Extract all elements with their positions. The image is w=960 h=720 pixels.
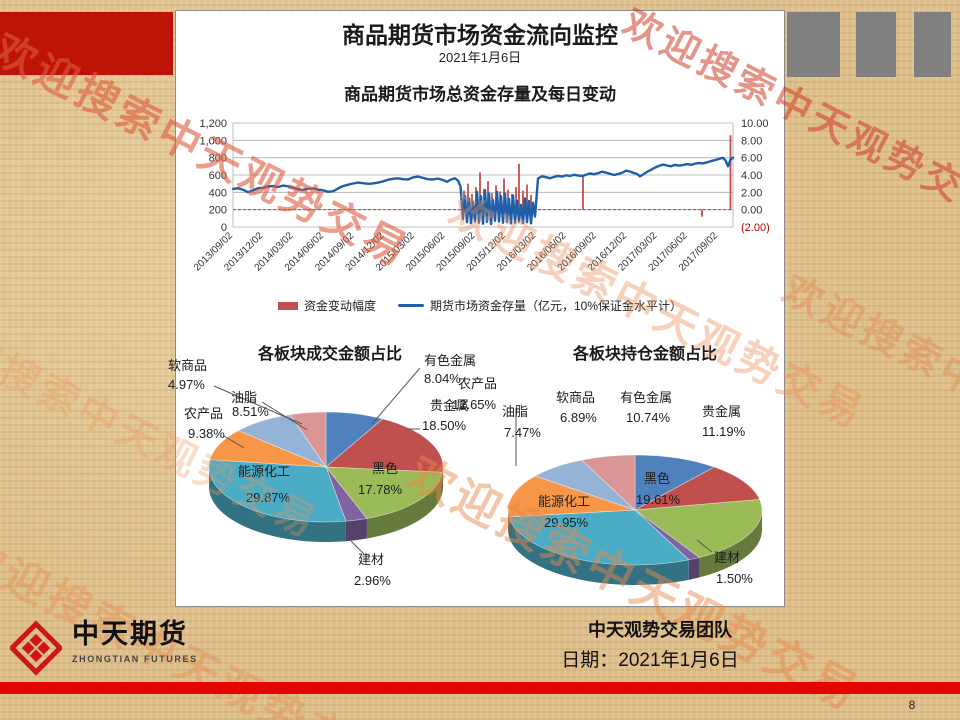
company-logo: 中天期货 ZHONGTIAN FUTURES [10, 619, 198, 676]
pie-chart-positions [507, 454, 763, 585]
pie-slice-label: 有色金属 [424, 353, 477, 368]
pie-slice-label: 软商品 [556, 390, 596, 405]
legend-label-stock: 期货市场资金存量（亿元，10%保证金水平计） [429, 299, 683, 313]
svg-text:0.00: 0.00 [741, 205, 762, 217]
slide-title: 商品期货市场资金流向监控 [342, 22, 618, 48]
pie-slice-label: 油脂 [502, 404, 529, 419]
pie-slice-percent: 10.74% [626, 410, 671, 425]
pie-slice-percent: 2.96% [354, 573, 391, 588]
svg-text:0: 0 [221, 222, 227, 234]
slide-date: 2021年1月6日 [438, 50, 522, 65]
pie-slice-percent: 18.50% [422, 418, 467, 433]
watermark-text: 欢迎搜索中天观势交易 [775, 267, 960, 507]
pie-slice-percent: 29.95% [544, 515, 589, 530]
pie-slice-label: 黑色 [644, 471, 671, 486]
pie-slice-percent: 4.97% [168, 377, 205, 392]
zhongtian-diamond-logo-icon [10, 620, 62, 676]
team-name: 中天观势交易团队 [588, 620, 732, 640]
line-chart-title: 商品期货市场总资金存量及每日变动 [344, 85, 616, 104]
pie-slice-label: 黑色 [372, 461, 399, 476]
pie-slice-label: 软商品 [168, 358, 208, 373]
line-chart: 1,200 10.00 1,000 8.00 800 6.00 600 4.00 400 2.00… [192, 118, 770, 274]
footer-red-stripe [0, 682, 960, 694]
pie-left-title: 各板块成交金额占比 [257, 346, 402, 363]
decor-gray-block-3 [914, 12, 951, 77]
line-series-swatch-icon [397, 304, 424, 307]
svg-text:200: 200 [209, 205, 227, 217]
svg-text:800: 800 [209, 153, 227, 165]
pie-slice-percent: 8.51% [232, 404, 269, 419]
logo-title: 中天期货 [72, 619, 188, 649]
pie-slice-label: 贵金属 [430, 398, 470, 413]
page-number: 8 [908, 698, 916, 712]
pie-slice-label: 贵金属 [702, 404, 742, 419]
svg-text:8.00: 8.00 [741, 135, 762, 147]
decor-gray-block-2 [856, 12, 896, 77]
svg-text:(2.00): (2.00) [741, 222, 770, 234]
pie-slice-percent: 1.50% [716, 571, 753, 586]
svg-text:2.00: 2.00 [741, 187, 762, 199]
pie-slice-percent: 8.04% [424, 371, 461, 386]
pie-slice-percent: 19.61% [636, 492, 681, 507]
svg-text:400: 400 [209, 187, 227, 199]
decor-gray-block-1 [787, 12, 840, 77]
svg-text:1,000: 1,000 [199, 135, 227, 147]
pie-slice-percent: 29.87% [246, 490, 291, 505]
svg-text:600: 600 [209, 170, 227, 182]
svg-text:4.00: 4.00 [741, 170, 762, 182]
line-chart-legend: 资金变动幅度 期货市场资金存量（亿元，10%保证金水平计） [175, 297, 785, 314]
pie-slice-label: 建材 [714, 550, 741, 565]
svg-text:6.00: 6.00 [741, 153, 762, 165]
bar-series-swatch-icon [277, 301, 298, 310]
pie-chart-turnover [208, 411, 444, 542]
legend-label-change: 资金变动幅度 [303, 299, 376, 313]
pie-slice-percent: 6.89% [560, 410, 597, 425]
pie-slice-label: 能源化工 [538, 494, 591, 509]
pie-slice-label: 农产品 [184, 406, 224, 421]
pie-slice-percent: 7.47% [504, 425, 541, 440]
pie-slice-percent: 9.38% [188, 426, 225, 441]
pie-right-title: 各板块持仓金额占比 [572, 346, 717, 363]
pie-slice-label: 建材 [358, 552, 385, 567]
pie-slice-label: 农产品 [458, 376, 498, 391]
pie-slice-label: 有色金属 [620, 390, 673, 405]
logo-subtitle: ZHONGTIAN FUTURES [72, 653, 198, 664]
footer-date: 日期：2021年1月6日 [561, 650, 739, 671]
legend-item-change: 资金变动幅度 [277, 297, 376, 314]
legend-item-stock: 期货市场资金存量（亿元，10%保证金水平计） [397, 297, 683, 314]
svg-text:10.00: 10.00 [741, 118, 769, 130]
svg-text:1,200: 1,200 [199, 118, 227, 130]
pie-slice-label: 能源化工 [238, 464, 291, 479]
decor-red-block [0, 12, 173, 75]
pie-slice-percent: 17.78% [358, 482, 403, 497]
pie-slice-percent: 12.65% [452, 397, 497, 412]
pie-slice-percent: 11.19% [702, 424, 746, 439]
